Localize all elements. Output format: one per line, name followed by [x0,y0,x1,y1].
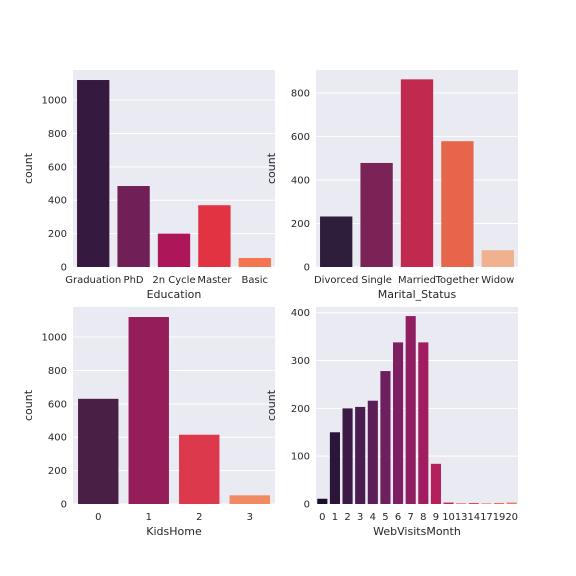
y-tick-label: 400 [291,175,310,186]
x-tick-label: Graduation [65,275,121,286]
x-tick-label: 13 [455,512,468,523]
x-axis-label: KidsHome [146,525,202,538]
x-tick-label: Master [197,275,232,286]
bar-basic [238,257,271,267]
x-tick-label: 2n Cycle [152,275,195,286]
x-tick-label: 20 [505,512,518,523]
y-tick-label: 800 [48,129,67,140]
x-tick-label: 10 [442,512,455,523]
x-axis-label: Education [147,288,202,301]
bar-phd [117,186,150,267]
y-tick-label: 1000 [42,333,67,344]
bar-married [400,79,434,267]
bar-5 [380,371,391,504]
y-axis-label: count [22,389,35,421]
y-tick-label: 1000 [42,96,67,107]
x-tick-label: Married [398,275,436,286]
x-tick-label: 8 [420,512,426,523]
x-axis-label: WebVisitsMonth [373,525,461,538]
bar-graduation [77,80,110,267]
x-tick-label: 4 [370,512,376,523]
x-tick-label: 17 [480,512,493,523]
y-tick-label: 600 [291,132,310,143]
bar-2 [179,434,220,504]
x-tick-label: 0 [95,512,101,523]
y-tick-label: 400 [291,308,310,319]
bar-2 [342,408,353,504]
y-tick-label: 800 [291,88,310,99]
bar-19 [494,503,505,504]
bar-7 [405,316,416,504]
bar-10 [443,502,454,504]
bar-together [441,141,474,267]
bar-14 [468,503,479,504]
bar-0 [317,498,328,504]
x-tick-label: 14 [467,512,480,523]
x-tick-label: PhD [124,275,144,286]
y-tick-label: 200 [48,466,67,477]
x-tick-label: Single [361,275,392,286]
bar-master [198,205,231,267]
chart-panel-marital-status: 0 200 400 600 800 Divorced Single Married Togeth… [265,70,518,301]
chart-panel-kidshome: 0 200 400 600 800 1000 0 1 2 3 KidsHome count [22,307,275,538]
y-tick-label: 600 [48,162,67,173]
x-tick-label: 2 [344,512,350,523]
x-tick-label: 1 [332,512,338,523]
bar-8 [418,342,429,504]
x-tick-label: 2 [196,512,202,523]
y-tick-label: 0 [61,263,67,274]
y-tick-label: 100 [291,452,310,463]
y-tick-label: 200 [291,219,310,230]
x-tick-label: Basic [242,275,268,286]
bar-6 [393,342,404,504]
bar-single [360,162,393,267]
y-tick-label: 0 [304,263,310,274]
y-axis-label: count [265,152,278,184]
bar-3 [355,406,366,504]
x-tick-label: 3 [357,512,363,523]
y-tick-label: 400 [48,196,67,207]
bar-1 [128,317,169,504]
y-tick-label: 0 [304,500,310,511]
x-tick-label: 5 [382,512,388,523]
bar-2n-cycle [157,233,191,267]
x-axis-label: Marital_Status [378,288,457,301]
y-tick-label: 600 [48,399,67,410]
x-tick-label: Widow [481,275,514,286]
bar-1 [329,432,340,504]
x-tick-label: 7 [408,512,414,523]
x-tick-label: 3 [247,512,253,523]
x-tick-label: 0 [319,512,325,523]
bar-0 [78,398,119,504]
x-tick-label: Divorced [314,275,358,286]
x-tick-label: 9 [433,512,439,523]
bar-widow [481,250,514,267]
y-axis-label: count [265,389,278,421]
bar-20 [506,502,517,504]
y-tick-label: 0 [61,500,67,511]
y-tick-label: 300 [291,356,310,367]
y-tick-label: 200 [48,229,67,240]
x-tick-label: 19 [493,512,506,523]
bar-divorced [320,216,353,267]
y-tick-label: 400 [48,433,67,444]
x-tick-label: Together [435,275,480,286]
bar-4 [367,400,378,504]
x-tick-label: 6 [395,512,401,523]
bar-9 [430,463,441,504]
y-tick-label: 200 [291,404,310,415]
x-tick-label: 1 [146,512,152,523]
chart-panel-education: 0 200 400 600 800 1000 Graduation PhD 2n Cycle Ma… [22,70,275,301]
y-tick-label: 800 [48,366,67,377]
bar-3 [229,495,270,504]
y-axis-label: count [22,152,35,184]
